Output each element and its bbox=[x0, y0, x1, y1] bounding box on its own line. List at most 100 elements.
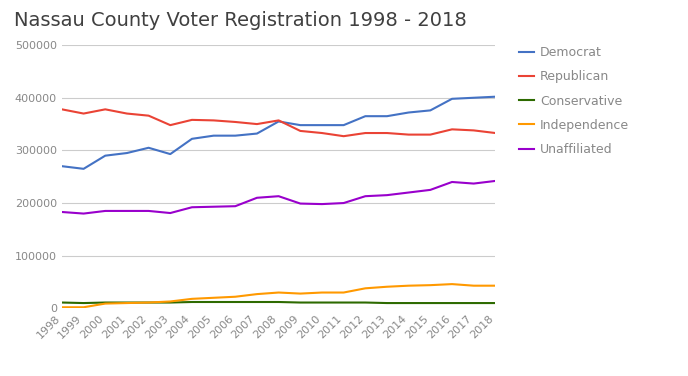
Republican bbox=[405, 132, 413, 137]
Republican bbox=[101, 107, 109, 112]
Conservative bbox=[101, 300, 109, 305]
Republican bbox=[448, 127, 456, 132]
Democrat bbox=[469, 96, 477, 100]
Conservative bbox=[231, 300, 239, 304]
Republican bbox=[491, 131, 499, 135]
Republican bbox=[252, 122, 261, 126]
Conservative bbox=[58, 300, 66, 305]
Conservative bbox=[491, 301, 499, 305]
Unaffiliated bbox=[448, 180, 456, 184]
Independence bbox=[122, 301, 131, 305]
Democrat bbox=[275, 119, 283, 124]
Democrat bbox=[231, 133, 239, 138]
Democrat bbox=[405, 110, 413, 115]
Republican bbox=[188, 118, 196, 122]
Conservative bbox=[166, 300, 174, 305]
Democrat bbox=[491, 94, 499, 99]
Independence bbox=[231, 294, 239, 299]
Republican bbox=[209, 118, 217, 123]
Republican bbox=[361, 131, 369, 135]
Unaffiliated bbox=[405, 190, 413, 195]
Independence bbox=[383, 285, 391, 289]
Unaffiliated bbox=[101, 209, 109, 213]
Independence bbox=[209, 296, 217, 300]
Unaffiliated bbox=[383, 193, 391, 197]
Democrat bbox=[144, 146, 153, 150]
Republican bbox=[79, 111, 87, 116]
Conservative bbox=[188, 300, 196, 304]
Independence bbox=[469, 284, 477, 288]
Text: Nassau County Voter Registration 1998 - 2018: Nassau County Voter Registration 1998 - … bbox=[14, 11, 466, 30]
Unaffiliated bbox=[166, 211, 174, 215]
Conservative bbox=[209, 300, 217, 304]
Conservative bbox=[339, 300, 347, 305]
Democrat bbox=[339, 123, 347, 127]
Unaffiliated bbox=[361, 194, 369, 199]
Independence bbox=[405, 284, 413, 288]
Independence bbox=[318, 290, 326, 295]
Independence bbox=[188, 297, 196, 301]
Democrat bbox=[361, 114, 369, 118]
Unaffiliated bbox=[491, 179, 499, 183]
Independence bbox=[361, 286, 369, 291]
Independence bbox=[275, 290, 283, 295]
Conservative bbox=[361, 300, 369, 305]
Unaffiliated bbox=[79, 211, 87, 216]
Conservative bbox=[144, 300, 153, 305]
Independence bbox=[491, 284, 499, 288]
Independence bbox=[252, 292, 261, 296]
Democrat bbox=[122, 151, 131, 155]
Independence bbox=[296, 291, 304, 296]
Independence bbox=[144, 300, 153, 305]
Independence bbox=[58, 305, 66, 309]
Line: Democrat: Democrat bbox=[62, 97, 495, 169]
Unaffiliated bbox=[318, 202, 326, 206]
Conservative bbox=[252, 300, 261, 304]
Independence bbox=[339, 290, 347, 295]
Democrat bbox=[209, 133, 217, 138]
Unaffiliated bbox=[231, 204, 239, 208]
Unaffiliated bbox=[426, 188, 434, 192]
Unaffiliated bbox=[252, 196, 261, 200]
Conservative bbox=[122, 300, 131, 305]
Conservative bbox=[383, 301, 391, 305]
Democrat bbox=[101, 153, 109, 158]
Conservative bbox=[318, 300, 326, 305]
Republican bbox=[296, 129, 304, 133]
Republican bbox=[339, 134, 347, 138]
Line: Independence: Independence bbox=[62, 284, 495, 307]
Independence bbox=[426, 283, 434, 287]
Republican bbox=[275, 118, 283, 123]
Conservative bbox=[405, 301, 413, 305]
Independence bbox=[79, 305, 87, 309]
Republican bbox=[58, 107, 66, 112]
Conservative bbox=[469, 301, 477, 305]
Unaffiliated bbox=[209, 205, 217, 209]
Republican bbox=[469, 128, 477, 133]
Democrat bbox=[58, 164, 66, 168]
Unaffiliated bbox=[58, 210, 66, 214]
Unaffiliated bbox=[469, 181, 477, 186]
Line: Republican: Republican bbox=[62, 109, 495, 136]
Conservative bbox=[448, 301, 456, 305]
Unaffiliated bbox=[122, 209, 131, 213]
Line: Conservative: Conservative bbox=[62, 302, 495, 303]
Republican bbox=[383, 131, 391, 135]
Democrat bbox=[188, 136, 196, 141]
Republican bbox=[426, 132, 434, 137]
Conservative bbox=[296, 300, 304, 305]
Democrat bbox=[383, 114, 391, 118]
Line: Unaffiliated: Unaffiliated bbox=[62, 181, 495, 214]
Democrat bbox=[448, 97, 456, 101]
Independence bbox=[166, 299, 174, 304]
Conservative bbox=[275, 300, 283, 304]
Conservative bbox=[79, 301, 87, 305]
Democrat bbox=[79, 167, 87, 171]
Democrat bbox=[252, 131, 261, 136]
Unaffiliated bbox=[188, 205, 196, 209]
Republican bbox=[166, 123, 174, 127]
Democrat bbox=[296, 123, 304, 127]
Unaffiliated bbox=[296, 201, 304, 206]
Republican bbox=[318, 131, 326, 135]
Conservative bbox=[426, 301, 434, 305]
